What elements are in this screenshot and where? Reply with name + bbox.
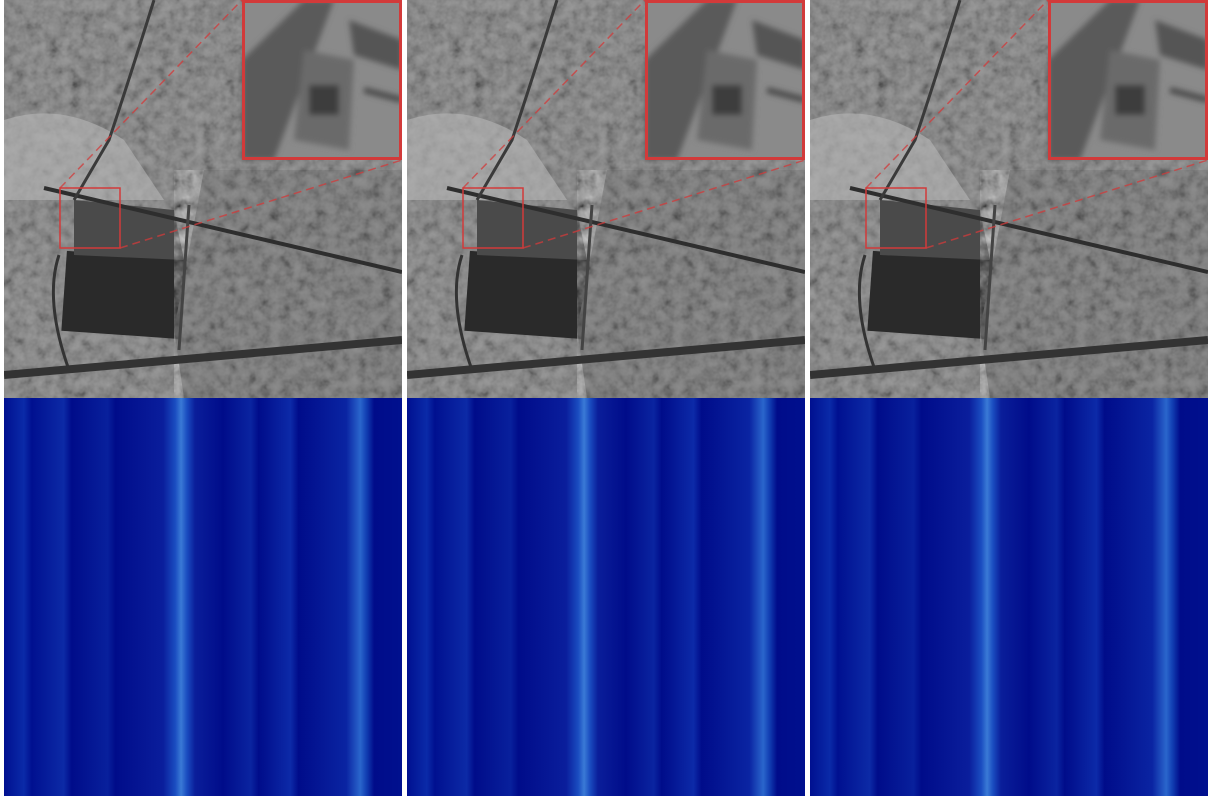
aerial-image	[4, 0, 402, 398]
error-map	[810, 398, 1208, 796]
aerial-image	[407, 0, 805, 398]
aerial-image	[810, 0, 1208, 398]
error-map	[407, 398, 805, 796]
error-map	[4, 398, 402, 796]
